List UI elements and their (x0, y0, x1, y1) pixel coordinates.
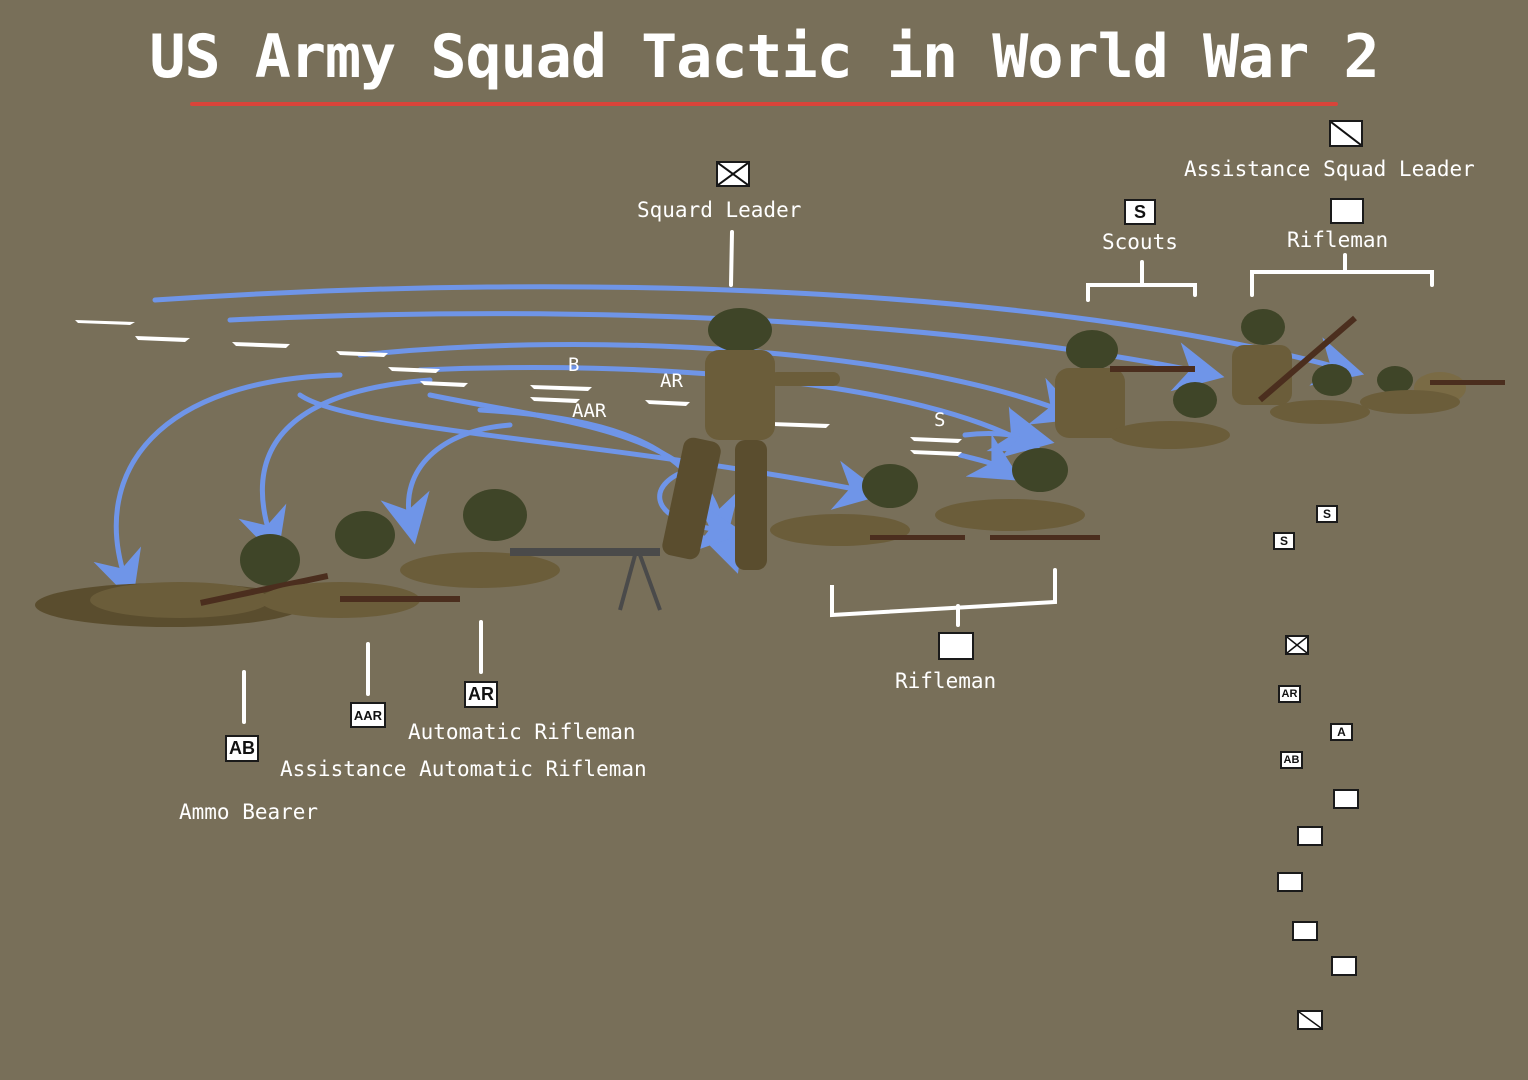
diagonal-slash-icon (1299, 1012, 1321, 1028)
formation-assistant-squad-leader (1297, 1010, 1323, 1030)
formation-scout-1: S (1316, 505, 1338, 523)
marker-b: B (568, 354, 580, 376)
soldier-rifleman-center-2 (935, 448, 1100, 540)
soldier-rifleman-right-3 (1360, 366, 1505, 414)
formation-rifleman-1 (1333, 789, 1359, 809)
soldier-squad-leader (662, 308, 840, 570)
marker-ar: AR (660, 370, 683, 392)
formation-rifleman-3 (1277, 872, 1303, 892)
assistance-squad-leader-symbol (1329, 120, 1363, 147)
position-dashes (75, 320, 962, 456)
rifleman-center-symbol (938, 632, 974, 660)
envelope-cross-icon (1287, 637, 1307, 653)
formation-ammo-bearer: AB (1280, 751, 1303, 769)
soldier-rifleman-center-1 (770, 464, 965, 546)
label-automatic-rifleman: Automatic Rifleman (408, 720, 636, 744)
marker-aar: AAR (572, 400, 607, 422)
title-underline (190, 102, 1338, 106)
diagonal-slash-icon (1331, 122, 1361, 145)
page-title: US Army Squad Tactic in World War 2 (149, 22, 1379, 92)
formation-rifleman-4 (1292, 921, 1318, 941)
label-ammo-bearer: Ammo Bearer (179, 800, 319, 824)
formation-rifleman-5 (1331, 956, 1357, 976)
formation-assistant: A (1330, 723, 1353, 741)
label-assistance-squad-leader: Assistance Squad Leader (1184, 157, 1475, 181)
soldier-scout-2 (1110, 382, 1230, 449)
assistant-automatic-rifleman-symbol: AAR (350, 702, 386, 728)
formation-squad-leader (1285, 635, 1309, 655)
callout-lines (242, 230, 1434, 724)
soldier-rifleman-right-1 (1232, 309, 1357, 405)
label-assistance-automatic-rifleman: Assistance Automatic Rifleman (280, 757, 647, 781)
soldier-scout-1 (1055, 330, 1195, 438)
soldier-assistant-automatic-rifleman (260, 511, 460, 618)
label-squad-leader: Squard Leader (637, 198, 802, 222)
scouts-symbol: S (1124, 199, 1156, 225)
rifleman-right-symbol (1330, 198, 1364, 224)
automatic-rifleman-symbol: AR (464, 681, 498, 708)
formation-automatic-rifleman: AR (1278, 685, 1301, 703)
ammo-bearer-symbol: AB (225, 735, 259, 762)
soldier-automatic-rifleman (400, 489, 662, 611)
soldier-ammo-bearer (35, 534, 329, 627)
label-rifleman-center: Rifleman (895, 669, 997, 693)
soldier-rifleman-right-2 (1270, 364, 1370, 424)
formation-rifleman-2 (1297, 826, 1323, 846)
marker-s: S (934, 409, 946, 431)
label-rifleman-right: Rifleman (1287, 228, 1389, 252)
soldiers (35, 308, 1505, 627)
formation-scout-2: S (1273, 532, 1295, 550)
envelope-cross-icon (718, 163, 748, 185)
squad-leader-symbol (716, 161, 750, 187)
label-scouts: Scouts (1102, 230, 1178, 254)
